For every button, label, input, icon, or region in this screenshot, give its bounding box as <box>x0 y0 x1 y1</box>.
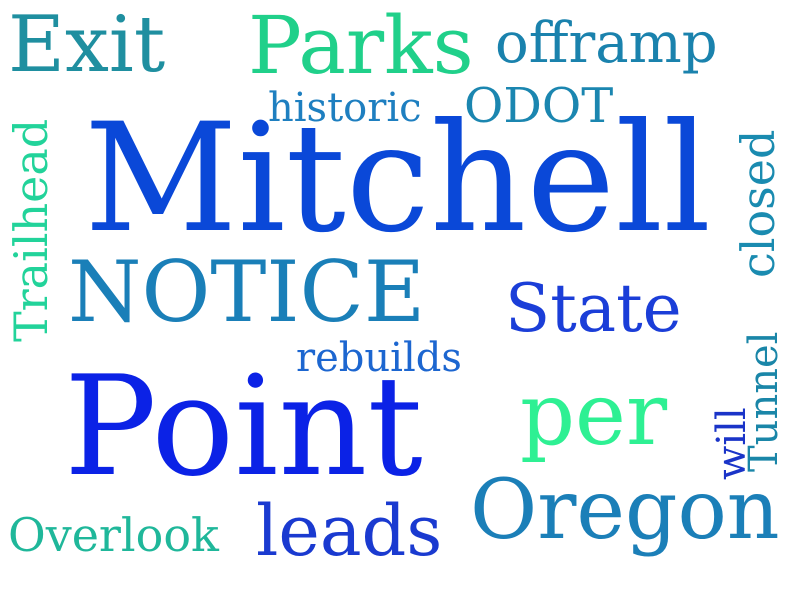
word-odot: ODOT <box>464 78 614 134</box>
word-notice: NOTICE <box>68 243 426 341</box>
word-exit: Exit <box>8 0 166 90</box>
word-state: State <box>505 270 682 347</box>
word-trailhead: Trailhead <box>4 118 58 342</box>
word-closed: closed <box>731 129 785 278</box>
word-mitchell: Mitchell <box>84 92 712 266</box>
word-per: per <box>520 365 668 465</box>
word-parks: Parks <box>248 0 474 92</box>
word-leads: leads <box>256 490 443 572</box>
word-overlook: Overlook <box>8 508 219 562</box>
word-rebuilds: rebuilds <box>296 335 462 381</box>
word-oregon: Oregon <box>470 463 780 558</box>
word-point: Point <box>64 346 423 507</box>
word-offramp: offramp <box>495 11 718 76</box>
word-historic: historic <box>268 85 422 131</box>
